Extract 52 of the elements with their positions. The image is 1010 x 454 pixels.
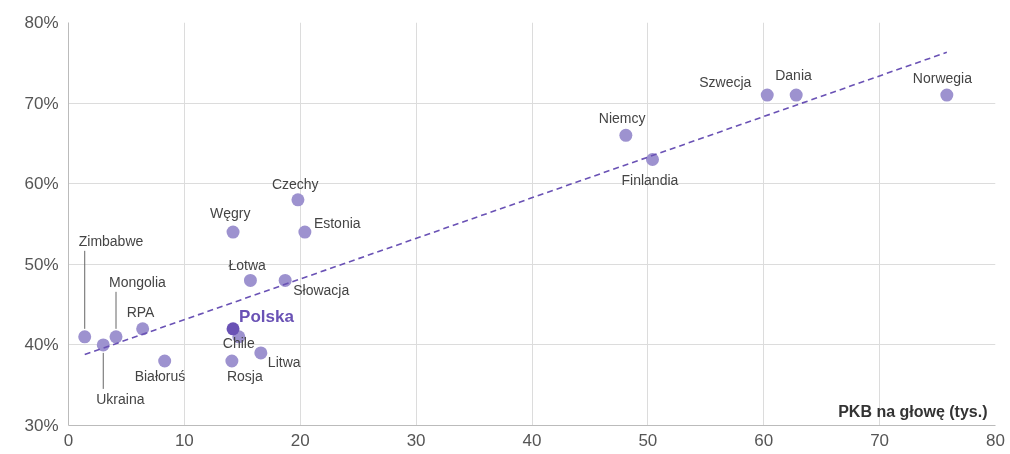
point <box>298 225 312 239</box>
x-tick-label: 70 <box>870 430 890 450</box>
x-tick-label: 40 <box>522 430 542 450</box>
x-tick-label: 80 <box>986 430 1005 450</box>
point <box>278 273 292 287</box>
annotation: Czechy <box>271 175 319 192</box>
point <box>646 153 660 167</box>
series-label: Polska <box>239 307 295 327</box>
annotation: Litwa <box>267 353 301 370</box>
point <box>225 354 239 368</box>
y-tick-label: 40% <box>24 335 59 355</box>
point <box>109 330 123 344</box>
point <box>78 330 92 344</box>
point <box>136 322 150 336</box>
annotation: RPA <box>126 303 156 320</box>
annotation: Finlandia <box>621 171 679 188</box>
x-tick-label: 30 <box>406 430 426 450</box>
point <box>291 193 305 207</box>
annotation: Mongolia <box>109 273 167 290</box>
point <box>226 225 240 239</box>
y-tick-label: 30% <box>24 416 59 435</box>
annotation: Chile <box>222 334 255 351</box>
annotation: Łotwa <box>228 257 266 274</box>
x-axis-title: PKB na głowę (tys.) <box>838 403 988 420</box>
annotation: Norwegia <box>912 70 973 87</box>
annotation: Estonia <box>313 215 361 232</box>
x-tick-label: 10 <box>174 430 194 450</box>
annotation: Ukraina <box>96 390 145 407</box>
annotation: Białoruś <box>134 368 186 385</box>
annotation: Rosja <box>226 368 263 385</box>
annotation: Zimbabwe <box>78 232 144 249</box>
annotation: Węgry <box>210 205 251 222</box>
point <box>760 88 774 102</box>
annotation: Dania <box>775 67 812 84</box>
y-tick-label: 50% <box>24 254 59 274</box>
point <box>789 88 803 102</box>
annotation: Słowacja <box>293 282 350 299</box>
x-tick-label: 20 <box>290 430 310 450</box>
point <box>243 273 257 287</box>
y-tick-label: 80% <box>24 13 59 32</box>
x-tick-label: 0 <box>63 430 74 450</box>
annotation: Niemcy <box>598 110 646 127</box>
x-tick-label: 60 <box>754 430 774 450</box>
point <box>940 88 954 102</box>
point <box>226 322 240 336</box>
annotation: Szwecja <box>699 74 752 91</box>
point <box>158 354 172 368</box>
point <box>619 128 633 142</box>
y-tick-label: 70% <box>24 93 59 113</box>
y-tick-label: 60% <box>24 174 59 194</box>
x-tick-label: 50 <box>638 430 658 450</box>
point <box>254 346 268 360</box>
